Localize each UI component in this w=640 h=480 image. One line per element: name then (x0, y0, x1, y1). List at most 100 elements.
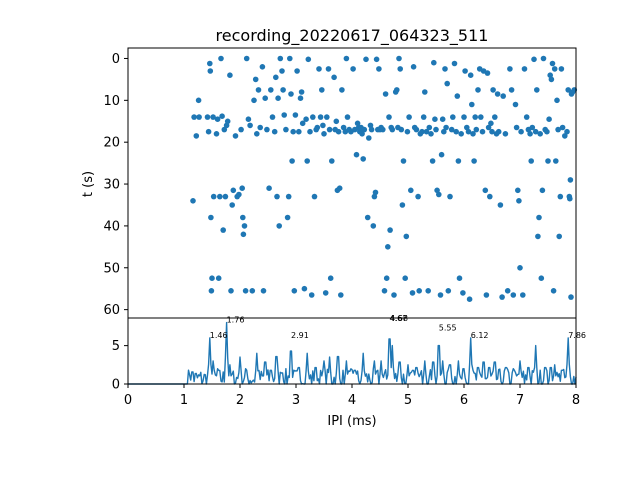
spike-point-93 (324, 114, 330, 120)
spike-point-268 (558, 66, 565, 72)
spike-point-82 (308, 292, 315, 298)
spike-point-209 (478, 114, 484, 120)
spike-point-119 (359, 131, 365, 137)
peak-label-2: 2.91 (291, 331, 309, 340)
spike-point-220 (492, 114, 498, 120)
spike-point-140 (386, 114, 392, 120)
spike-point-91 (321, 131, 327, 137)
x-tick-label-5: 5 (404, 393, 412, 408)
spike-point-128 (371, 193, 378, 200)
spike-point-46 (257, 124, 264, 131)
spike-point-193 (456, 275, 463, 282)
spike-point-232 (512, 101, 519, 108)
spike-point-149 (397, 66, 404, 72)
spike-point-153 (402, 275, 409, 282)
spike-point-185 (445, 288, 452, 294)
spike-point-121 (361, 126, 368, 133)
spike-point-234 (515, 187, 521, 194)
spike-point-80 (305, 56, 312, 63)
spike-point-180 (439, 116, 446, 122)
spike-point-36 (241, 223, 248, 229)
spike-point-79 (304, 158, 311, 164)
spike-point-71 (292, 112, 299, 118)
spike-point-61 (280, 87, 286, 93)
spike-point-126 (368, 126, 375, 133)
spike-point-261 (550, 288, 557, 294)
spike-point-205 (472, 114, 479, 120)
spike-point-4 (196, 114, 202, 120)
spike-point-158 (409, 290, 416, 296)
spike-point-251 (538, 275, 545, 282)
spike-point-230 (508, 87, 515, 93)
spike-point-139 (385, 244, 391, 250)
spike-point-27 (229, 202, 235, 208)
x-tick-label-7: 7 (516, 393, 524, 408)
spike-point-0 (190, 198, 196, 204)
spike-point-70 (291, 288, 298, 294)
spike-point-33 (239, 185, 245, 191)
spike-point-55 (273, 74, 279, 81)
spike-point-214 (484, 70, 491, 76)
x-tick-label-2: 2 (236, 393, 244, 408)
spike-point-97 (329, 158, 335, 164)
spike-point-244 (529, 124, 536, 131)
spike-point-183 (443, 124, 449, 131)
spike-point-218 (489, 128, 495, 135)
spike-point-143 (389, 126, 396, 133)
spike-point-59 (277, 55, 284, 62)
spike-point-94 (325, 66, 332, 72)
spike-point-40 (247, 122, 253, 129)
spike-point-10 (208, 288, 215, 294)
spike-point-135 (380, 126, 386, 133)
spike-point-166 (420, 114, 427, 120)
spike-point-12 (210, 114, 216, 120)
histogram-frame (127, 317, 577, 385)
spike-point-45 (255, 87, 262, 93)
spike-point-20 (220, 227, 226, 233)
spike-point-202 (469, 101, 475, 108)
x-tick-label-8: 8 (572, 393, 580, 408)
spike-point-84 (311, 193, 318, 200)
spike-point-74 (297, 95, 304, 101)
spike-point-86 (314, 124, 321, 131)
peak-label-3: 4.67 (390, 314, 408, 323)
spike-point-146 (394, 87, 400, 93)
spike-point-8 (207, 68, 214, 74)
spike-point-39 (245, 116, 252, 122)
spike-point-243 (528, 158, 534, 164)
spike-point-258 (547, 72, 553, 78)
spike-point-224 (497, 202, 504, 208)
spike-point-18 (218, 55, 224, 62)
spike-point-197 (462, 68, 468, 74)
spike-point-233 (513, 124, 520, 131)
spike-point-51 (266, 185, 272, 191)
spike-point-238 (520, 292, 526, 298)
spike-point-15 (214, 116, 221, 122)
spike-point-198 (464, 124, 470, 131)
spike-point-151 (399, 202, 406, 208)
spike-point-22 (222, 193, 229, 200)
spike-point-250 (537, 131, 543, 137)
spike-point-56 (274, 193, 280, 200)
spike-point-178 (437, 292, 444, 298)
spike-point-29 (232, 133, 239, 139)
x-tick-label-4: 4 (348, 393, 356, 408)
spike-point-263 (553, 158, 559, 164)
spike-point-275 (567, 177, 574, 183)
spike-point-100 (333, 118, 340, 125)
spike-point-223 (495, 128, 502, 135)
spike-point-249 (536, 214, 542, 221)
spike-point-252 (539, 187, 546, 194)
spike-point-42 (251, 97, 257, 104)
spike-point-152 (400, 158, 407, 164)
spike-point-174 (432, 116, 438, 122)
spike-point-67 (288, 91, 294, 97)
spike-point-216 (487, 193, 493, 200)
spike-point-90 (320, 122, 326, 129)
y-tick-label-30: 30 (103, 178, 120, 193)
spike-point-235 (516, 198, 522, 204)
spike-point-68 (289, 158, 295, 164)
spike-point-171 (428, 131, 434, 137)
